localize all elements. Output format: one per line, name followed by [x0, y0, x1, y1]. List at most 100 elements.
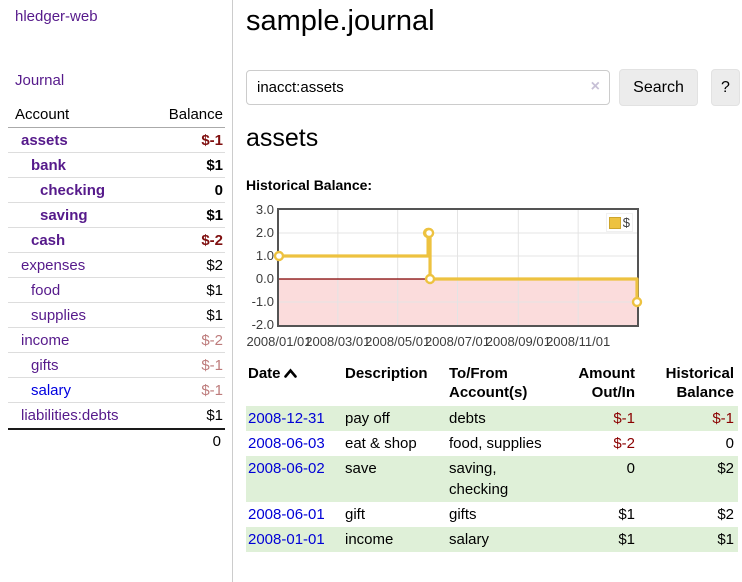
search-bar: × Search ?: [246, 69, 740, 106]
chart-plot-area: $: [273, 208, 643, 327]
search-button[interactable]: Search: [619, 69, 698, 106]
transaction-date-link[interactable]: 2008-06-03: [248, 435, 325, 452]
legend-label: $: [622, 215, 630, 230]
chart-legend: $: [605, 213, 633, 232]
register-description-cell: pay off: [345, 410, 390, 427]
accounts-table-header: Account Balance: [8, 104, 225, 128]
data-point-marker: [631, 296, 643, 308]
register-row: 2008-12-31 pay off debts $-1 $-1: [246, 406, 738, 431]
y-axis-tick-label: -2.0: [251, 317, 274, 332]
sidebar-account-row: assets $-1: [8, 128, 225, 153]
accounts-table: Account Balance assets $-1 bank $1 checking 0…: [8, 104, 225, 450]
clear-search-icon[interactable]: ×: [590, 78, 600, 95]
account-balance: $-2: [201, 331, 223, 349]
sidebar-account-row: saving $1: [8, 203, 225, 228]
transaction-date-link[interactable]: 2008-12-31: [248, 410, 325, 427]
register-date-cell: 2008-06-01: [246, 502, 343, 527]
y-axis-tick-label: 1.0: [255, 248, 274, 263]
account-balance: 0: [214, 181, 223, 199]
search-input[interactable]: [246, 70, 610, 105]
register-amount-cell: $-2: [613, 435, 635, 452]
account-link[interactable]: supplies: [31, 306, 87, 324]
register-row: 2008-06-03 eat & shop food, supplies $-2 0: [246, 431, 738, 456]
register-header-row: Date Description To/From Account(s) Amount …: [246, 362, 738, 406]
account-link[interactable]: income: [21, 331, 70, 349]
account-link[interactable]: gifts: [31, 356, 59, 374]
y-axis-tick-label: 2.0: [255, 225, 274, 240]
x-axis-tick-label: 2008/03/01: [305, 334, 371, 349]
account-link[interactable]: expenses: [21, 256, 86, 274]
chart-canvas: [273, 210, 643, 325]
transaction-date-link[interactable]: 2008-06-02: [248, 460, 325, 477]
accounts-header-balance: Balance: [168, 106, 223, 123]
register-date-cell: 2008-06-02: [246, 456, 343, 502]
register-description-cell: eat & shop: [345, 435, 417, 452]
account-link[interactable]: bank: [31, 156, 67, 174]
x-axis-tick-label: 2008/09/01: [485, 334, 551, 349]
account-balance: $1: [206, 281, 223, 299]
register-header-historical-balance: Historical Balance: [665, 365, 734, 401]
sidebar-account-row: cash $-2: [8, 228, 225, 253]
accounts-total-row: 0: [8, 428, 225, 450]
register-description-cell: income: [345, 531, 394, 548]
account-heading: assets: [246, 124, 319, 152]
account-link[interactable]: food: [31, 281, 61, 299]
transaction-date-link[interactable]: 2008-06-01: [248, 506, 325, 523]
accounts-rows: assets $-1 bank $1 checking 0 saving $1 cash $-2 e…: [8, 128, 225, 428]
page-title: sample.journal: [246, 5, 435, 37]
register-row: 2008-06-02 save saving, checking 0 $2: [246, 456, 738, 502]
x-axis-tick-label: 2008/01/01: [246, 334, 312, 349]
register-header-date[interactable]: Date: [246, 362, 343, 406]
sort-ascending-icon[interactable]: [283, 368, 297, 379]
x-axis-tick-label: 2008/07/01: [424, 334, 491, 349]
sidebar-account-row: supplies $1: [8, 303, 225, 328]
transaction-date-link[interactable]: 2008-01-01: [248, 531, 325, 548]
account-balance: $1: [206, 306, 223, 324]
account-balance: $-1: [201, 356, 223, 374]
app-title-link[interactable]: hledger-web: [15, 8, 98, 25]
sidebar-account-row: bank $1: [8, 153, 225, 178]
y-axis-tick-label: 0.0: [255, 271, 274, 286]
account-link[interactable]: saving: [40, 206, 88, 224]
sidebar-account-row: gifts $-1: [8, 353, 225, 378]
register-amount-cell: $1: [618, 531, 635, 548]
account-balance: $1: [206, 206, 223, 224]
x-axis-tick-label: 2008/05/01: [365, 334, 431, 349]
register-accounts-cell: salary: [449, 531, 490, 548]
register-amount-cell: 0: [626, 460, 635, 477]
register-balance-cell: 0: [725, 435, 734, 452]
register-accounts-cell: debts: [449, 410, 486, 427]
accounts-total-value: 0: [212, 433, 221, 450]
legend-swatch-icon: [608, 216, 621, 229]
account-link[interactable]: assets: [21, 131, 68, 149]
register-balance-cell: $-1: [712, 410, 734, 427]
account-link[interactable]: salary: [31, 381, 72, 399]
main-content: sample.journal × Search ? assets Histori…: [246, 0, 740, 552]
y-axis-tick-label: 3.0: [255, 202, 274, 217]
register-description-cell: gift: [345, 506, 366, 523]
register-accounts-cell: food, supplies: [449, 435, 542, 452]
nav-journal-link[interactable]: Journal: [15, 72, 65, 89]
register-date-cell: 2008-06-03: [246, 431, 343, 456]
register-amount-cell: $1: [618, 506, 635, 523]
register-amount-cell: $-1: [613, 410, 635, 427]
account-link[interactable]: checking: [40, 181, 106, 199]
account-balance: $1: [206, 407, 223, 424]
sidebar: hledger-web Journal Account Balance asse…: [0, 0, 233, 582]
register-balance-cell: $1: [717, 531, 734, 548]
register-balance-cell: $2: [717, 506, 734, 523]
account-balance: $1: [206, 156, 223, 174]
account-link[interactable]: liabilities:debts: [21, 407, 119, 424]
data-point-marker: [423, 227, 435, 239]
register-table: Date Description To/From Account(s) Amount …: [246, 362, 738, 552]
sidebar-account-row: checking 0: [8, 178, 225, 203]
x-axis-tick-label: 2008/11/01: [546, 334, 611, 349]
register-header-description: Description: [345, 365, 428, 382]
help-button[interactable]: ?: [711, 69, 740, 106]
chart-title: Historical Balance:: [246, 177, 373, 193]
data-point-marker: [424, 273, 436, 285]
account-link[interactable]: cash: [31, 231, 66, 249]
data-point-marker: [273, 250, 285, 262]
register-accounts-cell: saving, checking: [449, 460, 509, 498]
register-header-amount-out-in: Amount Out/In: [578, 365, 635, 401]
